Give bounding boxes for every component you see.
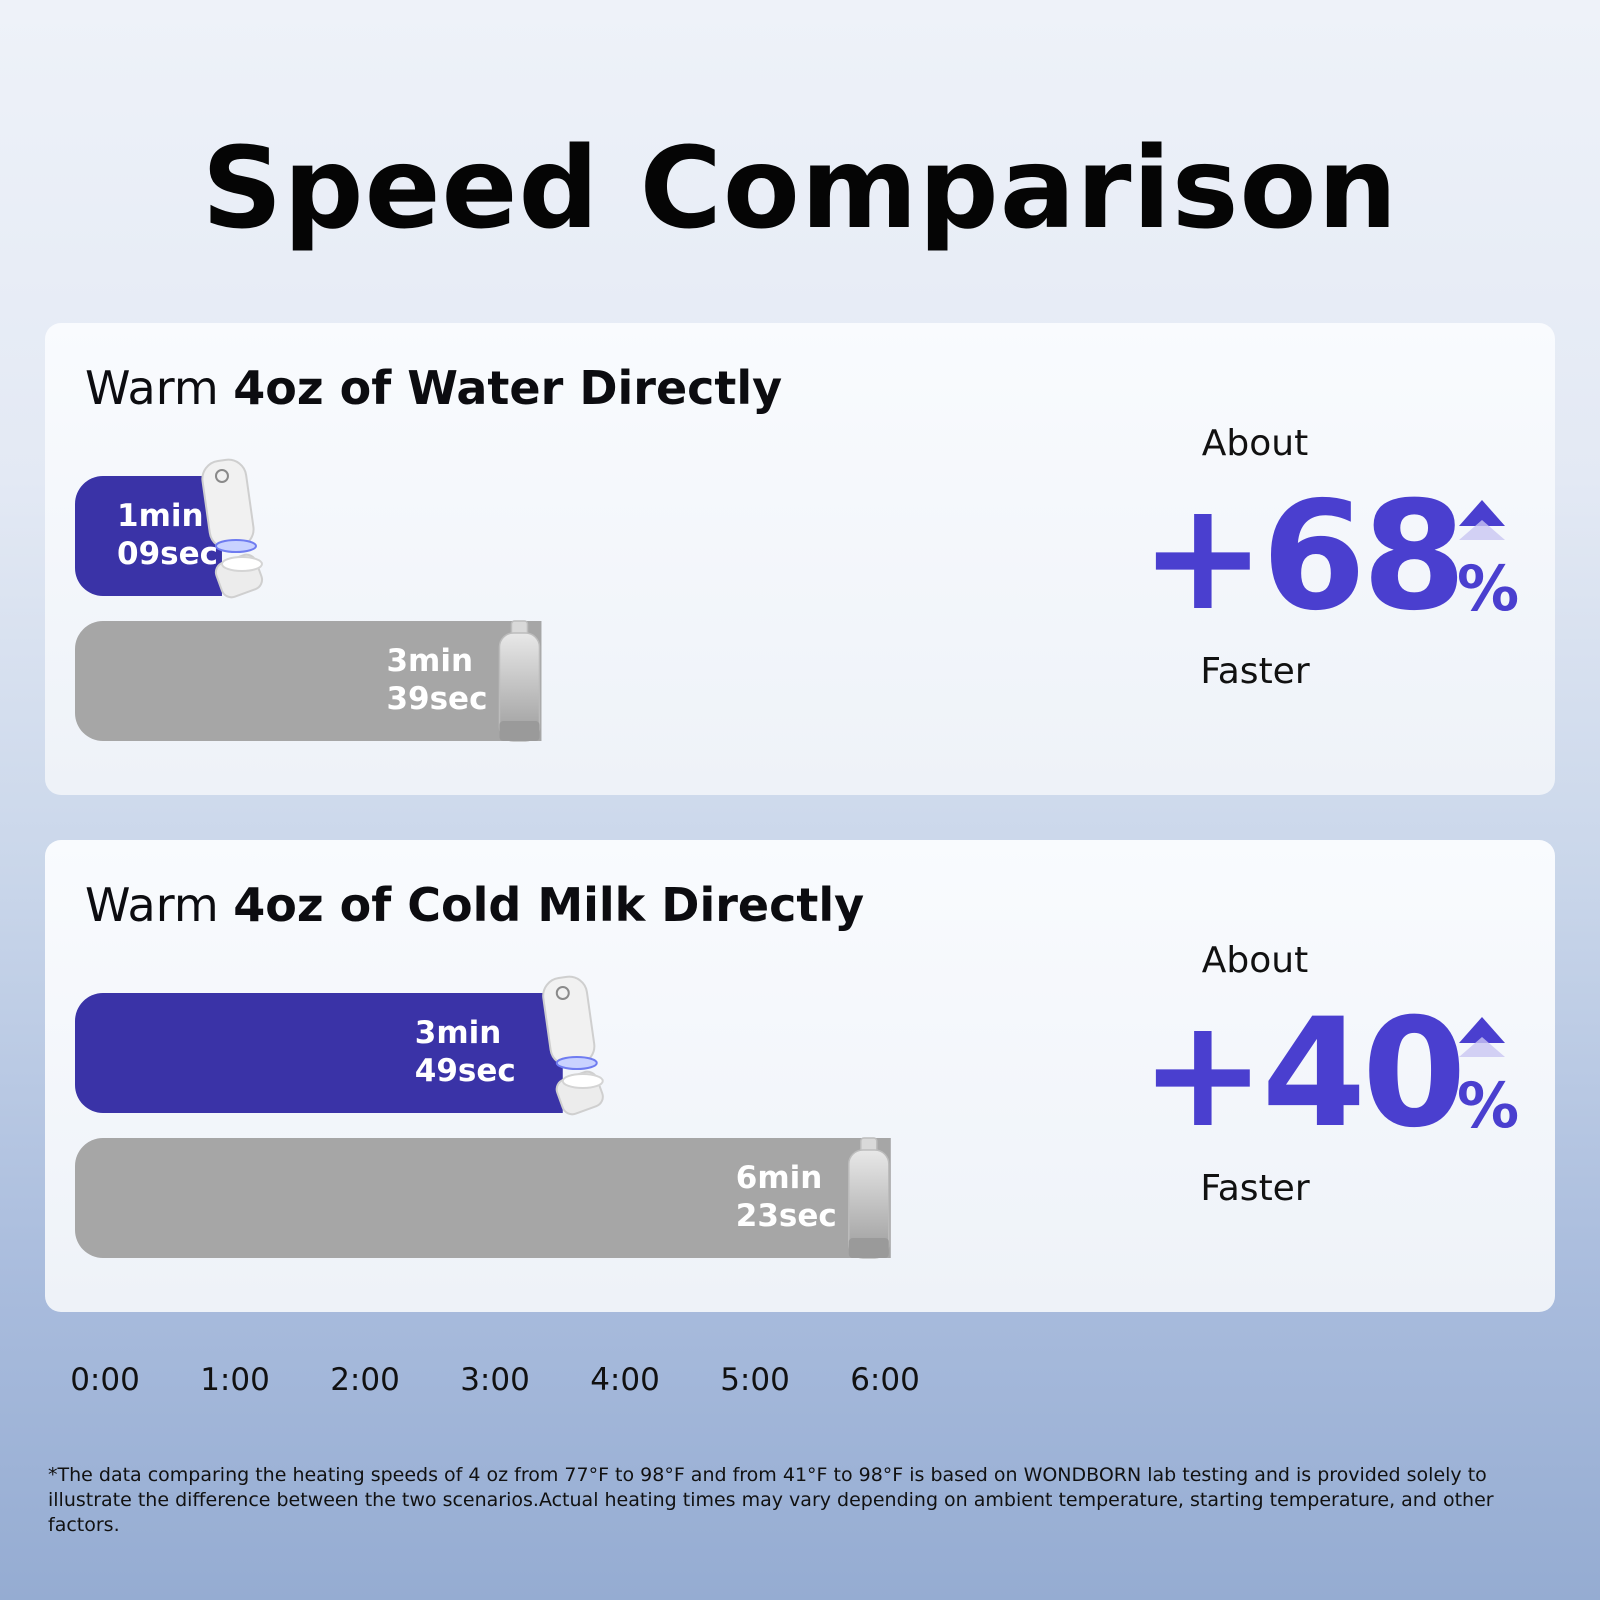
stat-percent-unit: % bbox=[1457, 552, 1520, 625]
axis-tick-label: 1:00 bbox=[200, 1362, 270, 1398]
bar-value-seconds: 23sec bbox=[736, 1198, 837, 1234]
bar-value-minutes: 6min bbox=[736, 1160, 823, 1196]
bar-value-seconds: 39sec bbox=[386, 681, 487, 717]
stat-about-label: About bbox=[1201, 940, 1309, 981]
chart-panel-milk: Warm 4oz of Cold Milk Directly 3min 49sec… bbox=[45, 840, 1555, 1312]
up-arrow-icon bbox=[1459, 1017, 1505, 1057]
axis-tick-label: 5:00 bbox=[720, 1362, 790, 1398]
stat-faster-label: Faster bbox=[1200, 651, 1310, 692]
bar-wondborn-time bbox=[75, 993, 563, 1113]
panel-title-emphasis: 4oz of Cold Milk Directly bbox=[233, 878, 865, 932]
bar-comparison-time bbox=[75, 621, 542, 741]
stat-percent-value: +40 bbox=[1140, 987, 1466, 1161]
bar-value-seconds: 09sec bbox=[117, 536, 218, 572]
axis-tick-label: 2:00 bbox=[330, 1362, 400, 1398]
panel-title: Warm 4oz of Cold Milk Directly bbox=[85, 878, 864, 933]
bar-value-seconds: 49sec bbox=[415, 1053, 516, 1089]
bar-value-minutes: 1min bbox=[117, 498, 204, 534]
speed-stat: About +68 % Faster bbox=[1085, 423, 1519, 723]
speed-stat: About +40 % Faster bbox=[1085, 940, 1519, 1240]
axis-tick-label: 4:00 bbox=[590, 1362, 660, 1398]
stat-faster-label: Faster bbox=[1200, 1168, 1310, 1209]
bar-comparison-time bbox=[75, 1138, 891, 1258]
stat-percent-value: +68 bbox=[1140, 470, 1466, 644]
footnote: *The data comparing the heating speeds o… bbox=[48, 1464, 1494, 1536]
panel-title: Warm 4oz of Water Directly bbox=[85, 361, 782, 416]
wondborn-portable-warmer-icon bbox=[201, 458, 264, 599]
up-arrow-icon bbox=[1459, 500, 1505, 540]
wondborn-portable-warmer-icon bbox=[542, 975, 604, 1116]
bar-value-minutes: 3min bbox=[415, 1015, 502, 1051]
page-title: Speed Comparison bbox=[201, 124, 1399, 254]
axis-tick-label: 3:00 bbox=[460, 1362, 530, 1398]
axis-tick-label: 6:00 bbox=[850, 1362, 920, 1398]
bar-value-minutes: 3min bbox=[386, 643, 473, 679]
bar-wondborn-time bbox=[75, 476, 222, 596]
panel-title-prefix: Warm bbox=[85, 361, 234, 415]
chart-panel-water: Warm 4oz of Water Directly 1min 09sec 3min… bbox=[45, 323, 1555, 795]
standard-bottle-warmer-icon bbox=[848, 1137, 890, 1259]
stat-about-label: About bbox=[1201, 423, 1309, 464]
time-axis: 0:00 1:00 2:00 3:00 4:00 5:00 6:00 bbox=[0, 1362, 1600, 1412]
standard-bottle-warmer-icon bbox=[498, 620, 541, 742]
axis-tick-label: 0:00 bbox=[70, 1362, 140, 1398]
panel-title-emphasis: 4oz of Water Directly bbox=[233, 361, 783, 415]
stat-percent-unit: % bbox=[1457, 1069, 1520, 1142]
panel-title-prefix: Warm bbox=[85, 878, 234, 932]
